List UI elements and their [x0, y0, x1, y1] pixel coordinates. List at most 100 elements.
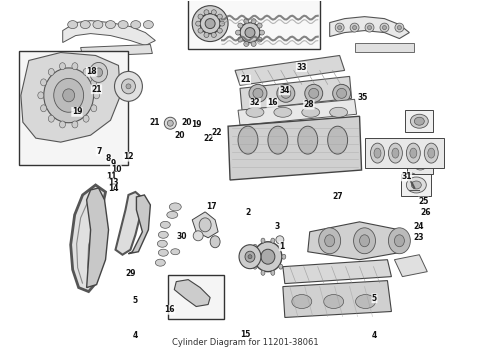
Text: 22: 22: [203, 134, 214, 143]
Ellipse shape: [244, 41, 249, 46]
Polygon shape: [238, 99, 357, 125]
Text: 31: 31: [401, 172, 412, 181]
Ellipse shape: [282, 254, 286, 259]
Ellipse shape: [253, 264, 257, 269]
Ellipse shape: [218, 28, 222, 33]
Ellipse shape: [338, 26, 342, 30]
Ellipse shape: [167, 211, 178, 219]
Ellipse shape: [80, 21, 90, 28]
Ellipse shape: [389, 143, 402, 163]
Ellipse shape: [90, 62, 107, 82]
Ellipse shape: [94, 92, 99, 99]
Ellipse shape: [249, 84, 267, 102]
Text: 1: 1: [279, 242, 284, 251]
Ellipse shape: [198, 14, 203, 19]
Ellipse shape: [406, 143, 420, 163]
Polygon shape: [81, 45, 152, 57]
Text: 10: 10: [111, 165, 121, 174]
Polygon shape: [235, 55, 344, 85]
Ellipse shape: [328, 126, 347, 154]
Ellipse shape: [204, 10, 209, 15]
Ellipse shape: [389, 228, 410, 254]
Ellipse shape: [210, 236, 220, 248]
Bar: [19, 50, 128, 165]
Text: 5: 5: [372, 294, 377, 303]
Bar: [407, 156, 433, 174]
Polygon shape: [116, 192, 143, 255]
Ellipse shape: [49, 68, 54, 76]
Ellipse shape: [72, 63, 78, 70]
Text: 14: 14: [108, 184, 119, 193]
Ellipse shape: [236, 30, 241, 35]
Text: 13: 13: [108, 178, 119, 187]
Polygon shape: [192, 212, 218, 238]
Ellipse shape: [337, 88, 346, 98]
Polygon shape: [394, 255, 427, 276]
Ellipse shape: [279, 244, 283, 249]
Text: 8: 8: [106, 154, 111, 163]
Ellipse shape: [205, 19, 215, 28]
Text: 29: 29: [125, 269, 136, 278]
Ellipse shape: [238, 23, 243, 28]
Ellipse shape: [54, 78, 84, 112]
Ellipse shape: [253, 88, 263, 98]
Ellipse shape: [279, 264, 283, 269]
Polygon shape: [308, 222, 404, 260]
Ellipse shape: [115, 71, 143, 101]
Ellipse shape: [392, 148, 399, 158]
Text: 2: 2: [245, 208, 250, 217]
Text: 17: 17: [206, 202, 217, 211]
Text: 23: 23: [414, 233, 424, 242]
Ellipse shape: [131, 21, 141, 28]
Ellipse shape: [239, 245, 261, 269]
Bar: [405, 140, 433, 150]
Ellipse shape: [158, 249, 168, 256]
Text: 19: 19: [72, 107, 82, 116]
Ellipse shape: [406, 177, 426, 193]
Ellipse shape: [410, 114, 428, 128]
Ellipse shape: [365, 23, 374, 32]
Ellipse shape: [276, 236, 284, 244]
Ellipse shape: [261, 249, 275, 264]
Ellipse shape: [238, 37, 243, 42]
Text: 27: 27: [333, 192, 343, 201]
Ellipse shape: [395, 23, 404, 32]
Polygon shape: [63, 21, 155, 45]
Polygon shape: [128, 195, 150, 254]
Ellipse shape: [169, 203, 181, 211]
Bar: [168, 275, 224, 319]
Bar: [188, 0, 319, 49]
Text: 12: 12: [123, 152, 133, 161]
Text: 7: 7: [96, 147, 101, 156]
Ellipse shape: [274, 107, 292, 117]
Polygon shape: [87, 188, 108, 288]
Ellipse shape: [305, 84, 323, 102]
Text: 24: 24: [414, 222, 424, 231]
Text: 32: 32: [250, 98, 260, 107]
Ellipse shape: [292, 294, 312, 309]
Ellipse shape: [126, 84, 131, 89]
Ellipse shape: [105, 21, 116, 28]
Ellipse shape: [251, 41, 256, 46]
Ellipse shape: [333, 84, 350, 102]
Text: 9: 9: [111, 159, 116, 168]
Bar: [405, 110, 433, 132]
Ellipse shape: [63, 89, 74, 102]
Text: 33: 33: [296, 63, 307, 72]
Ellipse shape: [335, 23, 344, 32]
Ellipse shape: [253, 244, 257, 249]
Ellipse shape: [257, 37, 262, 42]
Ellipse shape: [254, 242, 282, 272]
Text: 30: 30: [177, 232, 187, 241]
Ellipse shape: [171, 249, 180, 255]
Text: 20: 20: [182, 118, 192, 127]
Text: 19: 19: [191, 120, 202, 129]
Ellipse shape: [271, 238, 275, 243]
Ellipse shape: [164, 117, 176, 129]
Text: 18: 18: [86, 67, 97, 76]
Text: 21: 21: [240, 75, 250, 84]
Text: 5: 5: [133, 296, 138, 305]
Ellipse shape: [406, 173, 416, 181]
Text: 28: 28: [304, 100, 314, 109]
Ellipse shape: [330, 107, 347, 117]
